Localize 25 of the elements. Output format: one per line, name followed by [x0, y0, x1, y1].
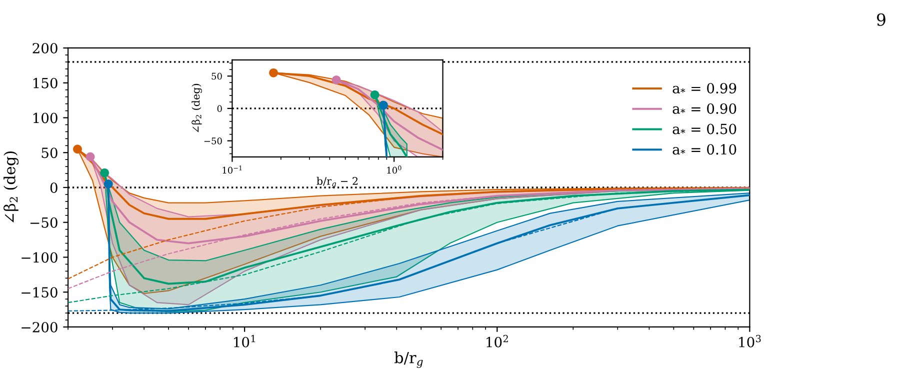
- legend-label: a$_{*}$ = 0.50: [672, 124, 736, 134]
- x-tick-label: 10$^{1}$: [234, 334, 255, 348]
- y-tick-label: −200: [22, 322, 58, 332]
- y-tick-label: −50: [204, 138, 222, 144]
- y-tick-label: 50: [212, 72, 222, 80]
- y-tick-label: −100: [22, 252, 58, 263]
- legend-label: a$_{*}$ = 0.99: [672, 82, 736, 94]
- y-tick-label: 50: [42, 148, 58, 158]
- y-tick-label: 100: [34, 112, 58, 124]
- legend-label: a$_{*}$ = 0.90: [672, 103, 736, 114]
- legend-label: a$_{*}$ = 0.10: [672, 144, 736, 155]
- y-tick-label: −50: [30, 217, 58, 228]
- y-axis-title: ∠β$_{2}$ (deg): [4, 152, 19, 223]
- y-tick-label: 200: [32, 42, 58, 54]
- y-tick-label: 0: [217, 105, 222, 112]
- y-tick-label: 150: [34, 78, 58, 88]
- y-tick-label: 0: [50, 182, 58, 193]
- x-tick-label: 10$^{2}$: [486, 334, 508, 348]
- x-tick-label: 10$^{−1}$: [222, 166, 242, 174]
- y-tick-label: −150: [22, 287, 58, 298]
- x-tick-label: 10$^{3}$: [739, 334, 761, 348]
- y-axis-title: ∠β$_{2}$ (deg): [192, 84, 202, 132]
- text: 9: [876, 13, 886, 26]
- x-axis-title: b/r$_{g}$: [394, 352, 423, 368]
- x-tick-label: 10$^{0}$: [387, 166, 402, 174]
